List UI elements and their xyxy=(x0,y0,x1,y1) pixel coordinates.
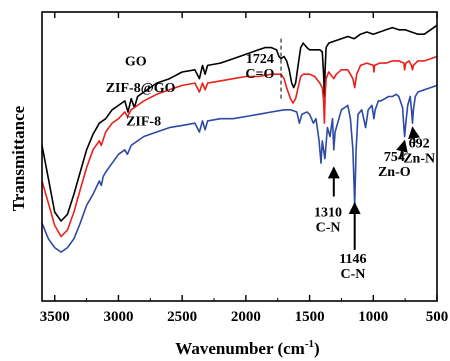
annotation-1724-line-2: C=O xyxy=(245,67,274,82)
x-tick-label-2000: 2000 xyxy=(231,309,261,325)
x-axis-title-sup: -1 xyxy=(305,338,314,350)
annotation-1724-line-1: 1724 xyxy=(246,52,274,67)
annotation-1310-line-1: 1310 xyxy=(314,206,342,221)
axes: 3500 3000 2500 2000 1500 1000 500 Wavenumber (c… xyxy=(9,11,449,358)
y-axis-title: Transmittance xyxy=(9,105,28,211)
x-tick-label-2500: 2500 xyxy=(167,309,197,325)
annotation-692-line-1: 692 xyxy=(409,137,430,152)
annotation-754-line-1: 754 xyxy=(384,150,405,165)
series-label-go: GO xyxy=(125,54,147,69)
series-label-zif-8-go: ZIF-8@GO xyxy=(106,81,176,96)
annotation-1310-line-2: C-N xyxy=(316,221,341,236)
x-tick-label-500: 500 xyxy=(426,309,449,325)
plot-area: GO ZIF-8@GO ZIF-8 xyxy=(41,24,438,253)
x-axis-title: Wavenumber (cm-1) xyxy=(175,338,319,358)
annotation-692-line-2: Zn-N xyxy=(403,152,435,167)
series-label-zif-8: ZIF-8 xyxy=(126,114,161,129)
plot-frame xyxy=(41,11,438,302)
x-tick-label-1000: 1000 xyxy=(358,309,388,325)
series-line-zif-8-go xyxy=(41,55,438,238)
x-axis-title-main: Wavenumber (cm xyxy=(175,339,305,358)
x-tick-label-3500: 3500 xyxy=(40,309,70,325)
annotation-754-arrow xyxy=(396,139,408,159)
annotation-754-line-2: Zn-O xyxy=(378,165,411,180)
x-axis-title-close: ) xyxy=(314,339,320,358)
annotation-1146-line-2: C-N xyxy=(340,267,365,282)
annotation-692-arrow xyxy=(408,126,420,144)
series-line-go xyxy=(41,24,438,222)
x-tick-label-3000: 3000 xyxy=(103,309,133,325)
annotation-1146-line-1: 1146 xyxy=(339,252,366,267)
x-tick-label-1500: 1500 xyxy=(295,309,325,325)
series-line-zif-8 xyxy=(41,84,438,253)
